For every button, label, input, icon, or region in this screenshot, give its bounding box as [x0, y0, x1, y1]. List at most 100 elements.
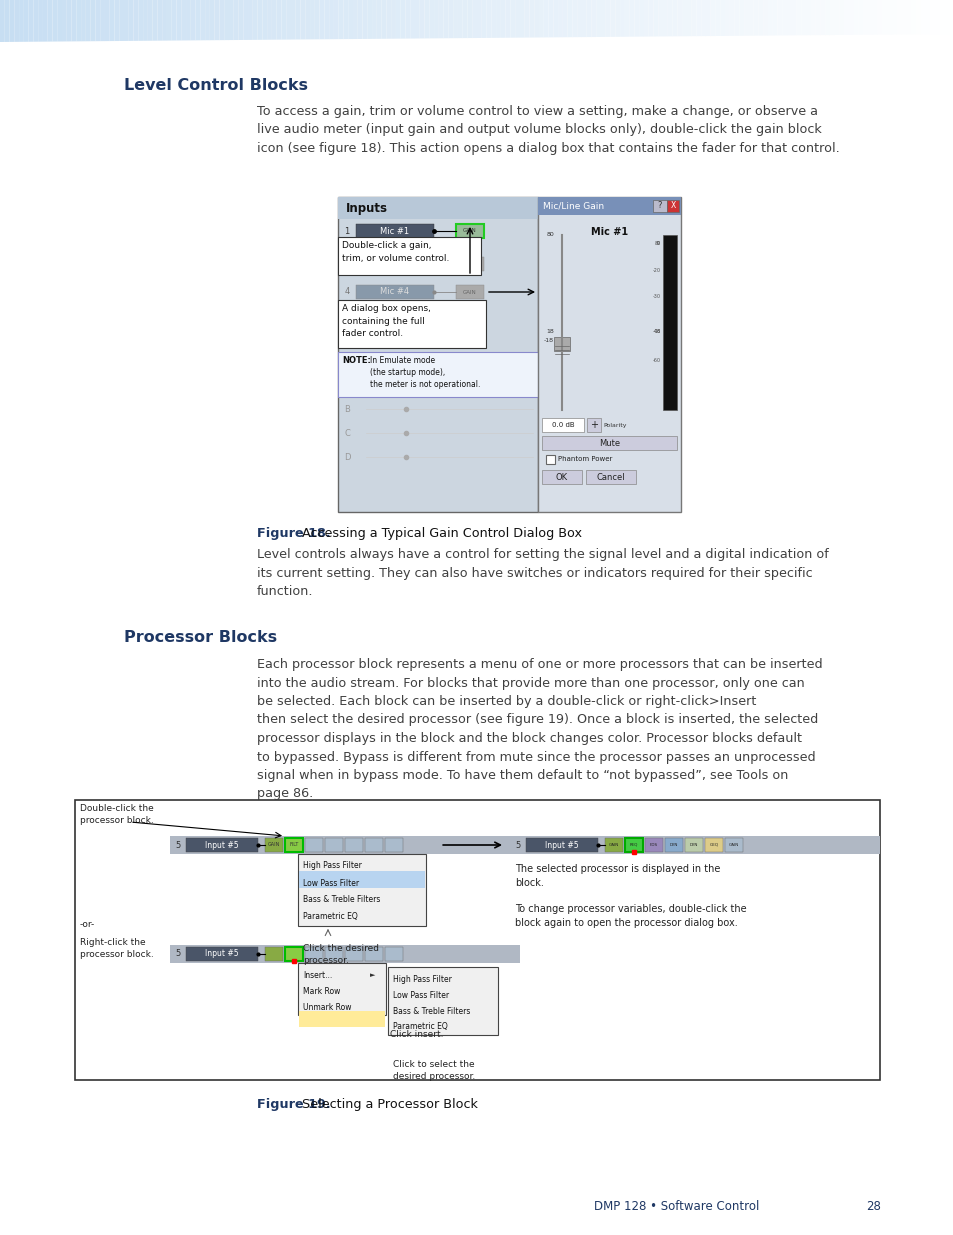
FancyBboxPatch shape: [456, 325, 483, 338]
Polygon shape: [14, 0, 19, 42]
Polygon shape: [334, 0, 338, 40]
Text: 18: 18: [654, 329, 660, 333]
Polygon shape: [548, 0, 553, 37]
Polygon shape: [610, 0, 615, 37]
Polygon shape: [586, 0, 591, 37]
Polygon shape: [877, 0, 882, 35]
Polygon shape: [448, 0, 453, 38]
Text: GAIN: GAIN: [462, 228, 476, 233]
FancyBboxPatch shape: [510, 836, 879, 853]
Text: -18: -18: [543, 337, 554, 342]
FancyBboxPatch shape: [585, 471, 636, 484]
Polygon shape: [724, 0, 729, 36]
Polygon shape: [81, 0, 86, 41]
Polygon shape: [948, 0, 953, 35]
Polygon shape: [939, 0, 943, 35]
Polygon shape: [781, 0, 786, 36]
FancyBboxPatch shape: [537, 198, 680, 215]
Text: To access a gain, trim or volume control to view a setting, make a change, or ob: To access a gain, trim or volume control…: [256, 105, 839, 156]
Text: A dialog box opens,
containing the full
fader control.: A dialog box opens, containing the full …: [341, 304, 431, 338]
Polygon shape: [605, 0, 610, 37]
Polygon shape: [129, 0, 133, 41]
Polygon shape: [186, 0, 191, 41]
Polygon shape: [205, 0, 210, 41]
Polygon shape: [329, 0, 334, 40]
Text: Processor Blocks: Processor Blocks: [124, 630, 276, 645]
Polygon shape: [643, 0, 648, 37]
Polygon shape: [748, 0, 753, 36]
Text: OK: OK: [556, 473, 567, 482]
Text: The selected processor is displayed in the
block.: The selected processor is displayed in t…: [515, 864, 720, 888]
Text: Mic #1: Mic #1: [380, 226, 409, 236]
Polygon shape: [71, 0, 76, 42]
FancyBboxPatch shape: [365, 947, 382, 961]
FancyBboxPatch shape: [337, 300, 485, 348]
Polygon shape: [324, 0, 329, 40]
FancyBboxPatch shape: [75, 800, 879, 1079]
FancyBboxPatch shape: [385, 947, 402, 961]
Polygon shape: [300, 0, 305, 40]
Text: 3: 3: [344, 259, 350, 268]
Text: In Emulate mode
(the startup mode),
the meter is not operational.: In Emulate mode (the startup mode), the …: [370, 356, 480, 389]
FancyBboxPatch shape: [285, 947, 303, 961]
Polygon shape: [391, 0, 395, 38]
FancyBboxPatch shape: [456, 224, 483, 238]
Polygon shape: [562, 0, 567, 37]
FancyBboxPatch shape: [170, 945, 519, 963]
Text: Mute: Mute: [598, 438, 619, 447]
Polygon shape: [581, 0, 586, 37]
Polygon shape: [381, 0, 386, 38]
Polygon shape: [872, 0, 877, 35]
Polygon shape: [577, 0, 581, 37]
Text: 4: 4: [344, 288, 349, 296]
Text: PEQ: PEQ: [629, 844, 638, 847]
Polygon shape: [901, 0, 905, 35]
Polygon shape: [824, 0, 829, 35]
Polygon shape: [729, 0, 734, 36]
Text: D: D: [343, 452, 350, 462]
Polygon shape: [805, 0, 810, 36]
FancyBboxPatch shape: [355, 325, 434, 338]
Polygon shape: [634, 0, 639, 37]
Polygon shape: [110, 0, 114, 41]
Polygon shape: [629, 0, 634, 37]
Polygon shape: [810, 0, 815, 36]
Polygon shape: [162, 0, 167, 41]
Text: Click insert.: Click insert.: [390, 1030, 443, 1039]
FancyBboxPatch shape: [337, 352, 537, 396]
FancyBboxPatch shape: [541, 436, 677, 450]
Polygon shape: [801, 0, 805, 36]
Polygon shape: [372, 0, 376, 38]
Text: Mic #3: Mic #3: [380, 259, 409, 268]
Polygon shape: [538, 0, 543, 37]
Polygon shape: [338, 0, 343, 40]
Polygon shape: [710, 0, 715, 36]
Text: Double-click the
processor block.: Double-click the processor block.: [80, 804, 153, 825]
FancyBboxPatch shape: [388, 967, 497, 1035]
Text: Click to select the
desired processor.: Click to select the desired processor.: [393, 1060, 475, 1081]
Text: Parametric EQ: Parametric EQ: [303, 913, 357, 921]
Polygon shape: [257, 0, 262, 40]
Polygon shape: [133, 0, 138, 41]
FancyBboxPatch shape: [704, 839, 722, 852]
Text: -or-: -or-: [80, 920, 95, 929]
Polygon shape: [929, 0, 934, 35]
Text: Mic #1: Mic #1: [590, 227, 627, 237]
Polygon shape: [862, 0, 867, 35]
FancyBboxPatch shape: [365, 839, 382, 852]
Polygon shape: [882, 0, 886, 35]
Polygon shape: [43, 0, 48, 42]
Polygon shape: [348, 0, 353, 40]
Text: Bass & Treble Filters: Bass & Treble Filters: [393, 1007, 470, 1015]
Text: High Pass Filter: High Pass Filter: [393, 974, 452, 983]
Text: Figure 18.: Figure 18.: [256, 527, 331, 540]
Text: Parametric EQ: Parametric EQ: [393, 1023, 447, 1031]
Polygon shape: [262, 0, 267, 40]
FancyBboxPatch shape: [666, 200, 679, 212]
Polygon shape: [310, 0, 314, 40]
FancyBboxPatch shape: [265, 839, 283, 852]
Polygon shape: [519, 0, 524, 37]
Polygon shape: [33, 0, 38, 42]
FancyBboxPatch shape: [644, 839, 662, 852]
Text: Input #5: Input #5: [205, 950, 238, 958]
